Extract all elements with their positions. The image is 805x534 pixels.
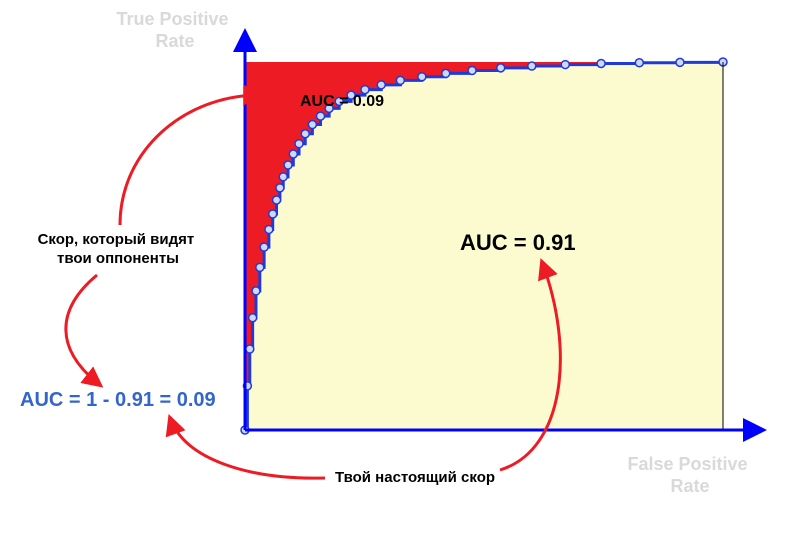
y-axis-title: True Positive Rate [116, 9, 233, 51]
roc-marker [468, 66, 476, 74]
roc-marker [252, 287, 260, 295]
roc-marker [377, 81, 385, 89]
roc-marker [597, 59, 605, 67]
x-axis-title: False Positive Rate [627, 454, 752, 496]
roc-marker [273, 196, 281, 204]
roc-marker [676, 58, 684, 66]
roc-marker [284, 161, 292, 169]
roc-marker [260, 243, 268, 251]
roc-marker [635, 59, 643, 67]
roc-marker [442, 69, 450, 77]
roc-marker [295, 140, 303, 148]
roc-marker [289, 150, 297, 158]
arrow-opponents-to-red [120, 95, 260, 225]
roc-marker [497, 64, 505, 72]
auc-small-label: AUC = 0.09 [300, 93, 384, 110]
auc-formula: AUC = 1 - 0.91 = 0.09 [20, 389, 216, 411]
roc-marker [279, 173, 287, 181]
roc-marker [317, 112, 325, 120]
auc-main-label: AUC = 0.91 [460, 230, 576, 255]
opponents-annot: Скор, который видят твои оппоненты [38, 231, 199, 267]
roc-marker [276, 184, 284, 192]
roc-marker [301, 130, 309, 138]
roc-marker [246, 345, 254, 353]
roc-marker [256, 263, 264, 271]
roc-marker [249, 314, 257, 322]
real-score-annot: Твой настоящий скор [335, 469, 495, 486]
roc-marker [528, 62, 536, 70]
roc-marker [265, 225, 273, 233]
roc-marker [561, 61, 569, 69]
roc-marker [308, 121, 316, 129]
arrow-opponents-to-formula [66, 275, 100, 385]
roc-marker [269, 210, 277, 218]
roc-marker [418, 73, 426, 81]
roc-marker [396, 76, 404, 84]
